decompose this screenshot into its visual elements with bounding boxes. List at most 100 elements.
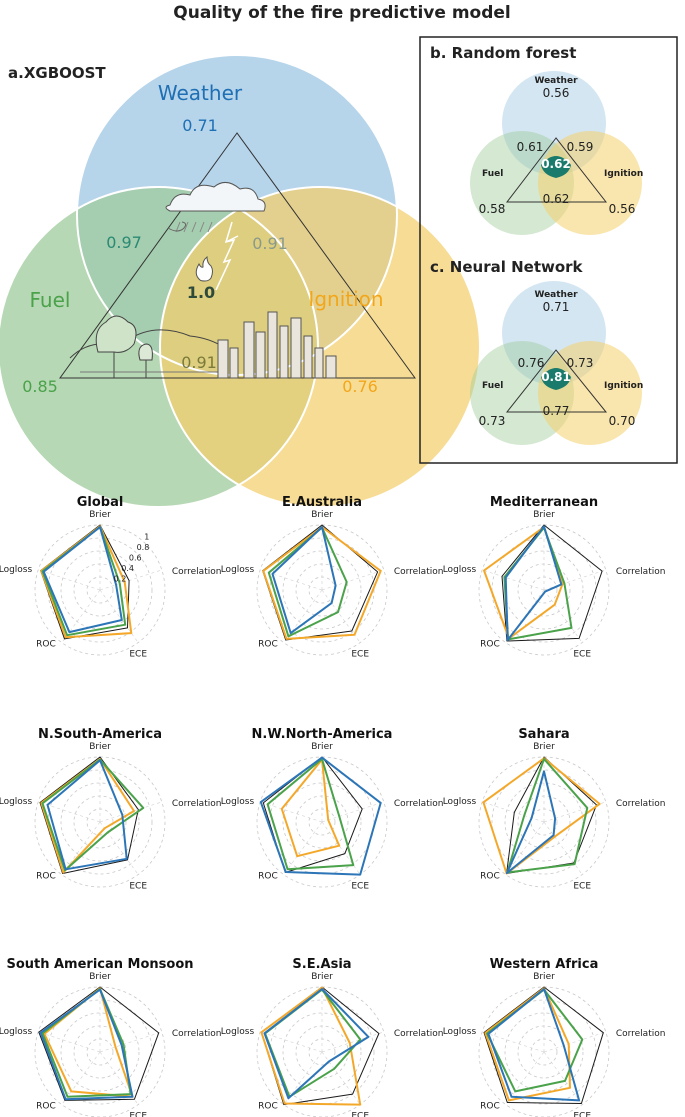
radar-spoke bbox=[260, 1031, 323, 1053]
radar-spoke bbox=[99, 821, 139, 875]
radar-ring bbox=[478, 756, 610, 888]
radar-axis-label: ROC bbox=[258, 640, 278, 650]
lightning-icon bbox=[215, 221, 239, 291]
radar-title-south-american-monsoon: South American Monsoon bbox=[6, 957, 193, 972]
radar-series-reference bbox=[38, 986, 160, 1101]
radar-ring bbox=[256, 524, 388, 656]
radar-series-neural_network bbox=[259, 756, 382, 876]
radar-spoke bbox=[543, 569, 606, 591]
radar-axis-label: Logloss bbox=[221, 565, 255, 575]
radar-axis-label: Brier bbox=[89, 972, 111, 982]
radar-spoke bbox=[61, 821, 101, 875]
radar-series-neural_network bbox=[39, 988, 134, 1101]
radar-ring bbox=[60, 782, 140, 862]
radar-spoke bbox=[321, 1031, 384, 1053]
radar-title-mediterranean: Mediterranean bbox=[490, 495, 598, 510]
radar-spoke bbox=[260, 569, 323, 591]
radar-ring-tick: 0.2 bbox=[114, 574, 127, 583]
radar-series-random_forest bbox=[266, 758, 355, 871]
radar-axis-label: Correlation bbox=[172, 799, 222, 809]
venn-random-forest-center bbox=[541, 156, 571, 178]
radar-axis-label: Logloss bbox=[221, 797, 255, 807]
radar-spoke bbox=[99, 1031, 162, 1053]
venn-xgboost-fuel-value: 0.85 bbox=[22, 377, 58, 396]
radar-axis-label: ROC bbox=[480, 872, 500, 882]
venn-random-forest-ignition-label: Ignition bbox=[604, 169, 643, 179]
radar-series-xgboost bbox=[262, 526, 382, 640]
radar-ring bbox=[60, 1012, 140, 1092]
radar-axis-label: Correlation bbox=[616, 1029, 666, 1039]
radar-axis-label: Correlation bbox=[172, 1029, 222, 1039]
radar-axis-label: ROC bbox=[480, 640, 500, 650]
radar-ring-tick: 1 bbox=[144, 532, 149, 541]
radar-spoke bbox=[321, 569, 384, 591]
radar-axis-label: ROC bbox=[480, 1102, 500, 1112]
fire-icon bbox=[195, 255, 213, 282]
radar-title-sahara: Sahara bbox=[518, 727, 569, 742]
venn-neural-network-fuel-label: Fuel bbox=[482, 381, 503, 391]
radar-ring bbox=[34, 986, 166, 1117]
radar-ring bbox=[269, 769, 375, 875]
venn-xgboost-fuel-ignition-value: 0.91 bbox=[181, 353, 217, 372]
radar-spoke bbox=[61, 589, 101, 643]
venn-neural-network-weather-fuel-value: 0.76 bbox=[518, 356, 545, 370]
venn-neural-network-center-value: 0.81 bbox=[541, 370, 571, 384]
venn-xgboost-ignition-label: Ignition bbox=[308, 287, 383, 311]
trees-illustration bbox=[69, 315, 226, 378]
radar-axis-label: ECE bbox=[129, 650, 147, 660]
radar-ring-tick: 0.8 bbox=[137, 543, 150, 552]
radar-series-neural_network bbox=[487, 988, 581, 1102]
radar-title-n-south-america: N.South-America bbox=[38, 727, 162, 742]
radar-series-xgboost bbox=[483, 526, 564, 640]
radar-axis-label: ECE bbox=[573, 882, 591, 892]
radar-series-neural_network bbox=[271, 526, 337, 635]
venn-neural-network-ignition-value: 0.70 bbox=[609, 414, 636, 428]
radar-spoke bbox=[321, 1051, 361, 1105]
radar-series-xgboost bbox=[280, 758, 341, 858]
venn-neural-network-weather-ignition-value: 0.73 bbox=[567, 356, 594, 370]
venn-xgboost-ignition-value: 0.76 bbox=[342, 377, 378, 396]
radar-spoke bbox=[482, 569, 545, 591]
radar-axis-label: ECE bbox=[129, 1112, 147, 1117]
radar-series-xgboost bbox=[260, 986, 362, 1106]
radar-ring bbox=[256, 986, 388, 1117]
radar-axis-label: Correlation bbox=[394, 567, 444, 577]
radar-title-western-africa: Western Africa bbox=[490, 957, 599, 972]
radar-series-neural_network bbox=[46, 759, 128, 871]
radar-axis-label: ROC bbox=[258, 1102, 278, 1112]
radar-ring bbox=[269, 999, 375, 1105]
radar-spoke bbox=[38, 1031, 101, 1053]
venn-xgboost-ignition-circle bbox=[160, 187, 480, 507]
venn-random-forest-ignition-value: 0.56 bbox=[609, 202, 636, 216]
venn-small-box bbox=[419, 36, 678, 464]
radar-spoke bbox=[321, 801, 384, 823]
radar-title-s-e-asia: S.E.Asia bbox=[292, 957, 351, 972]
radar-axis-label: Logloss bbox=[443, 797, 477, 807]
radar-ring bbox=[282, 1012, 362, 1092]
venn-neural-network-center bbox=[541, 368, 571, 390]
radar-axis-label: Correlation bbox=[394, 1029, 444, 1039]
radar-ring bbox=[478, 524, 610, 656]
radar-series-neural_network bbox=[42, 526, 123, 634]
radar-axis-label: Logloss bbox=[221, 1027, 255, 1037]
radar-series-random_forest bbox=[506, 758, 589, 874]
radar-axis-label: ECE bbox=[573, 1112, 591, 1117]
radar-axis-label: Brier bbox=[533, 972, 555, 982]
venn-xgboost-fuel-label: Fuel bbox=[30, 288, 71, 312]
radar-spoke bbox=[283, 821, 323, 875]
radar-axis-label: Logloss bbox=[0, 797, 32, 807]
radar-axis-label: ROC bbox=[258, 872, 278, 882]
radar-axis-label: Logloss bbox=[443, 565, 477, 575]
radar-series-xgboost bbox=[484, 987, 571, 1102]
venn-random-forest-label: b. Random forest bbox=[430, 44, 576, 62]
radar-ring bbox=[478, 986, 610, 1117]
figure-title: Quality of the fire predictive model bbox=[173, 3, 510, 23]
radar-title-global: Global bbox=[77, 495, 124, 510]
radar-axis-label: ROC bbox=[36, 640, 56, 650]
radar-series-random_forest bbox=[41, 988, 132, 1098]
radar-series-xgboost bbox=[40, 758, 135, 874]
